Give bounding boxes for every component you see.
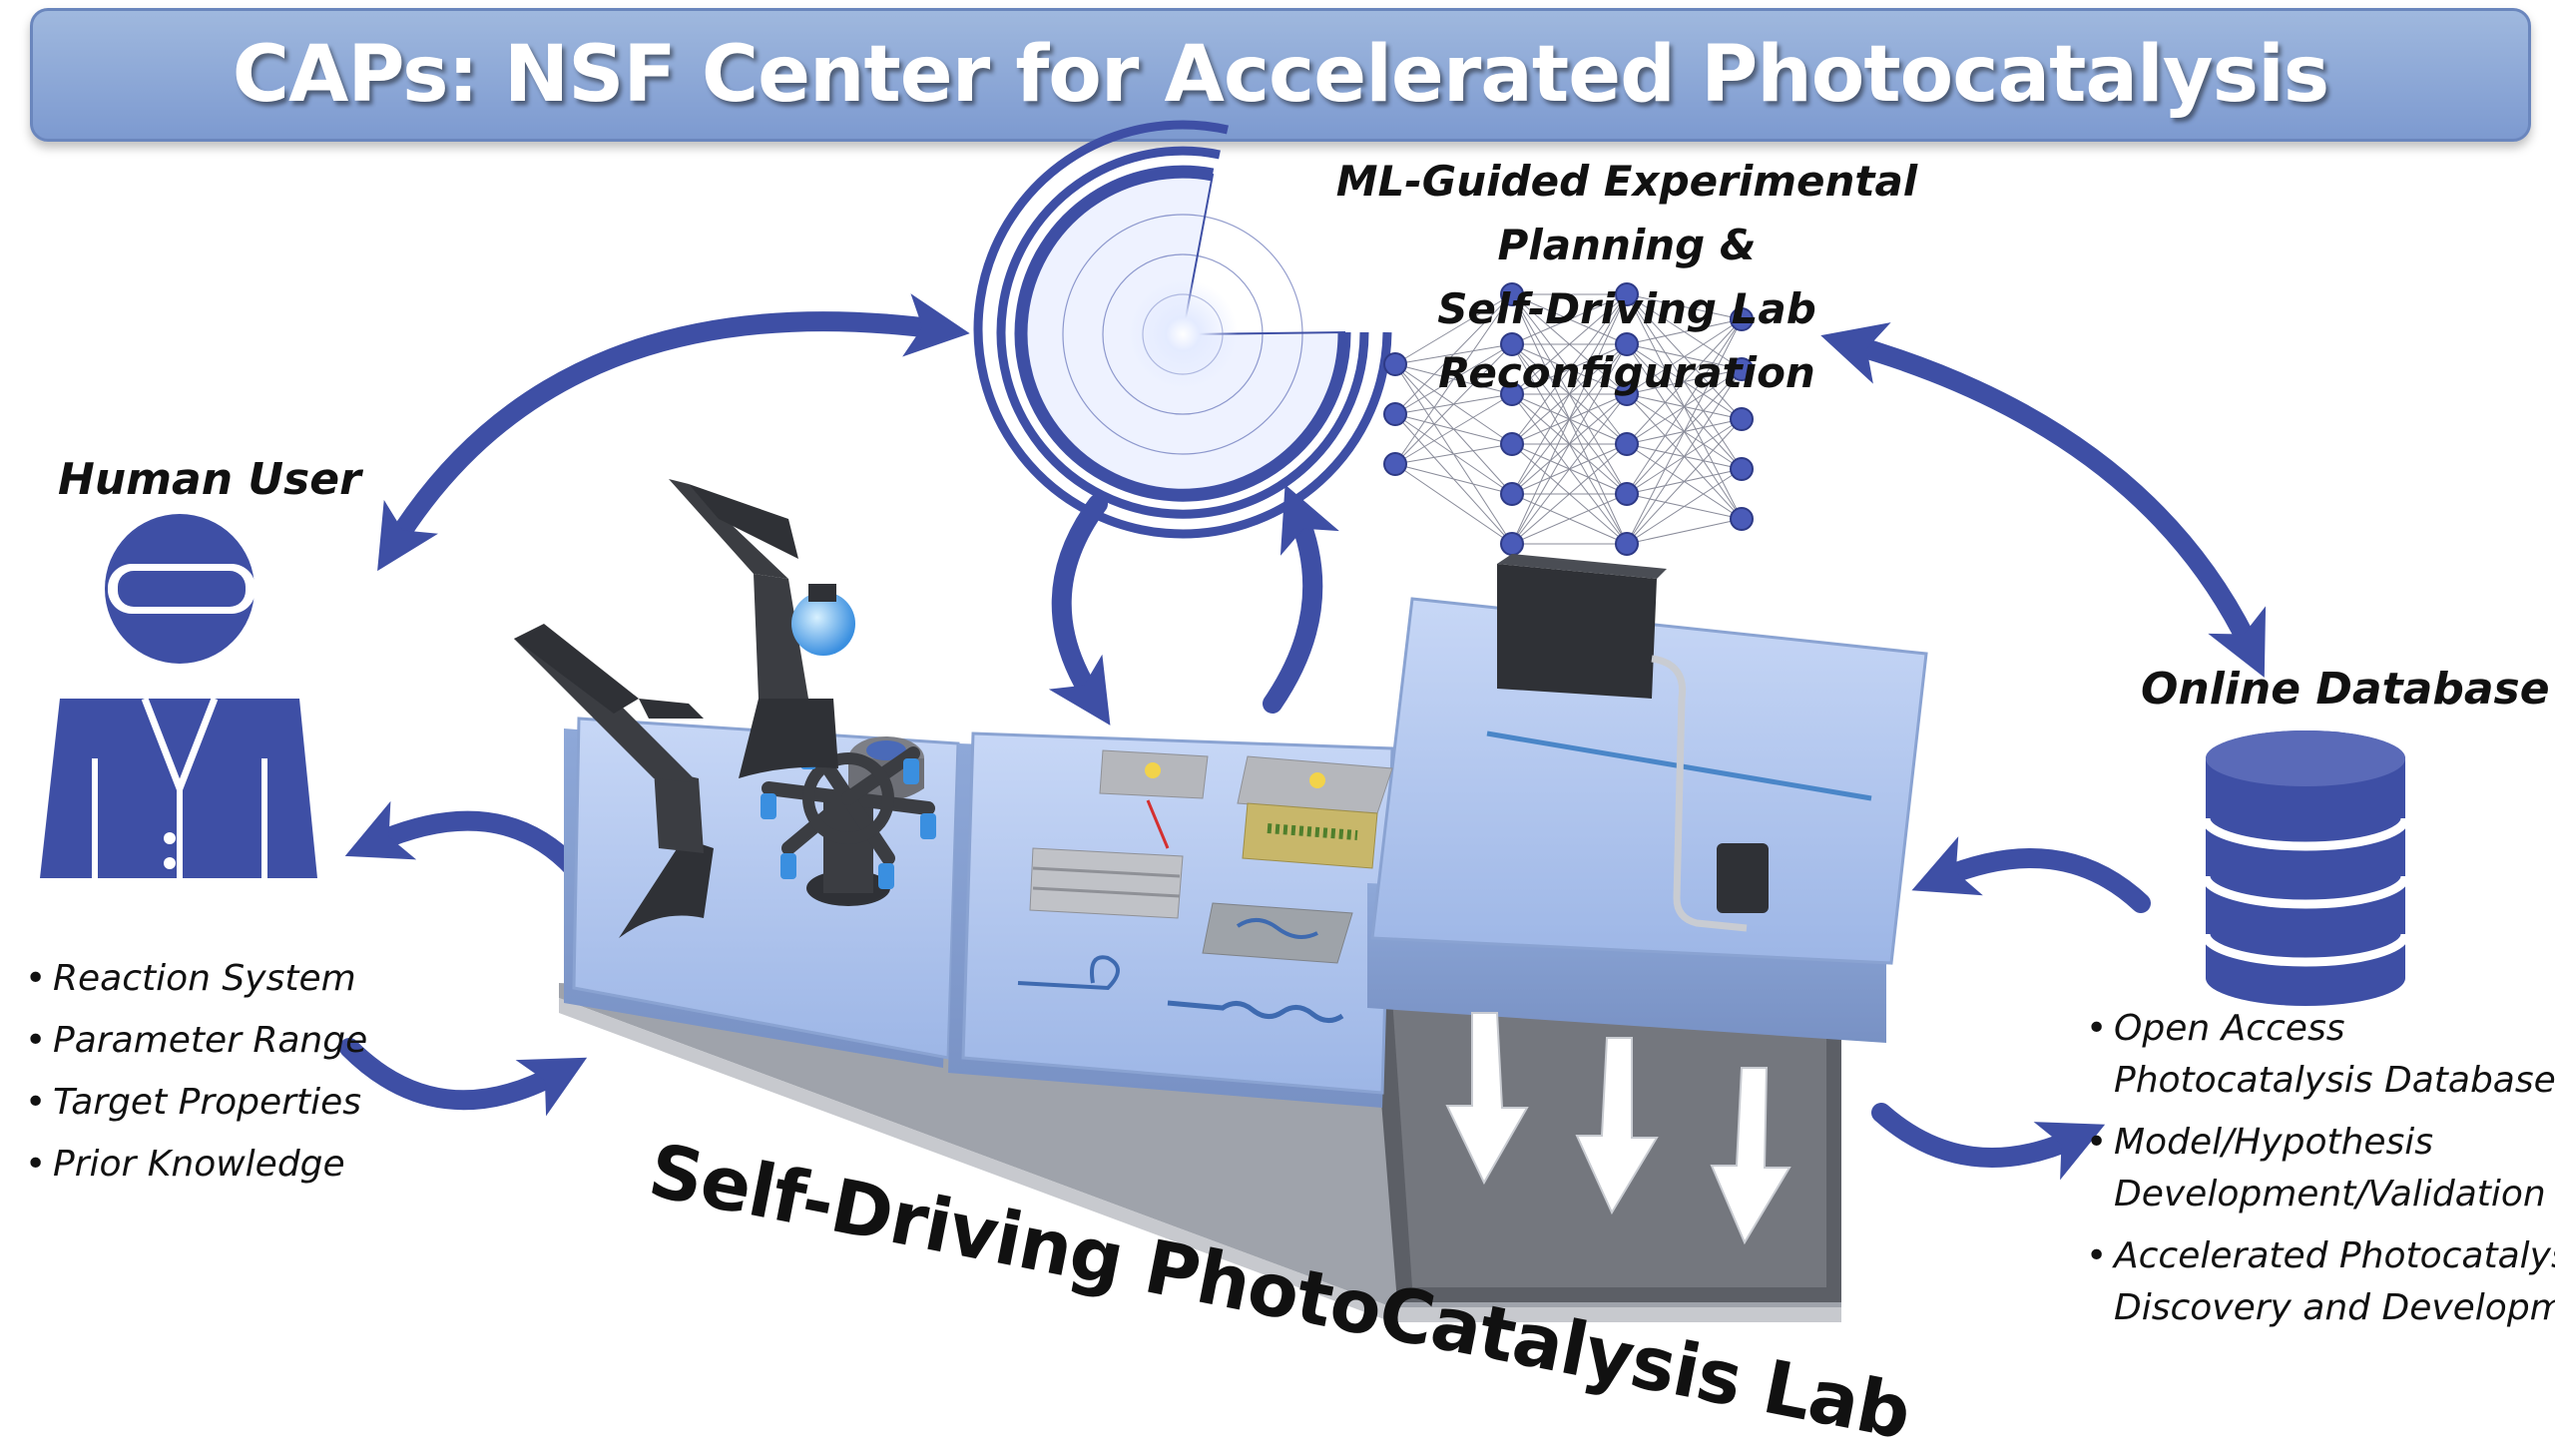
online-database-heading: Online Database: [2141, 664, 2550, 715]
online-database-list: Open Access Photocatalysis Database Mode…: [2086, 1003, 2555, 1344]
title-rest: NSF Center for Accelerated Photocatalysi…: [477, 30, 2329, 120]
photoreactor-modules: [1017, 749, 1393, 1023]
network-edge: [1511, 293, 1628, 345]
human-user-icon: [40, 514, 317, 878]
network-node: [1730, 307, 1754, 331]
network-edge: [1626, 318, 1743, 445]
network-edge: [1511, 293, 1628, 545]
neural-network-graphic: [1394, 293, 1743, 545]
network-node: [1615, 382, 1639, 406]
title-banner: CAPs: NSF Center for Accelerated Photoca…: [30, 8, 2531, 142]
network-node: [1500, 282, 1524, 306]
network-node: [1500, 432, 1524, 456]
ml-planning-line2: Self-Driving Lab Reconfiguration: [1437, 284, 1816, 397]
network-node: [1500, 482, 1524, 506]
network-node: [1615, 432, 1639, 456]
robot-arms: [514, 479, 936, 938]
network-edge: [1394, 463, 1513, 545]
network-edge: [1511, 293, 1628, 495]
network-node: [1500, 532, 1524, 556]
page-title: CAPs: NSF Center for Accelerated Photoca…: [232, 30, 2329, 120]
network-edge: [1626, 368, 1743, 545]
network-node: [1383, 402, 1407, 426]
network-edge: [1626, 518, 1743, 545]
diagram-illustration: [40, 120, 2410, 1322]
network-node: [1383, 352, 1407, 376]
network-edge: [1394, 343, 1513, 465]
network-edge: [1394, 293, 1513, 465]
network-edge: [1626, 318, 1743, 395]
database-icon: [2201, 730, 2410, 1006]
list-item: Open Access Photocatalysis Database: [2086, 1003, 2555, 1107]
title-prefix: CAPs:: [232, 30, 479, 120]
ml-planning-heading: ML-Guided Experimental Planning & Self-D…: [1268, 150, 1986, 405]
polar-grid-graphic: [973, 120, 1392, 539]
network-edge: [1511, 343, 1628, 545]
list-item: Prior Knowledge: [25, 1134, 367, 1196]
network-edge: [1626, 318, 1743, 545]
flow-arrows: [339, 293, 2267, 1181]
network-edge: [1511, 293, 1628, 395]
network-edge: [1626, 418, 1743, 545]
network-edge: [1626, 318, 1743, 345]
lab-platform: [514, 479, 1928, 1322]
network-node: [1500, 382, 1524, 406]
network-node: [1500, 332, 1524, 356]
human-user-heading: Human User: [58, 454, 361, 505]
network-edge: [1626, 318, 1743, 495]
network-node: [1730, 507, 1754, 531]
list-item: Target Properties: [25, 1072, 367, 1134]
network-edge: [1394, 393, 1513, 465]
network-edge: [1511, 393, 1628, 545]
human-user-inputs-list: Reaction System Parameter Range Target P…: [25, 948, 367, 1196]
network-node: [1730, 357, 1754, 381]
network-edge: [1626, 293, 1743, 320]
list-item: Accelerated Photocatalyst Discovery and …: [2086, 1230, 2555, 1334]
network-edge: [1511, 293, 1628, 445]
network-edge: [1394, 463, 1513, 495]
network-edge: [1511, 443, 1628, 545]
network-edge: [1394, 443, 1513, 465]
network-node: [1615, 332, 1639, 356]
network-node: [1615, 532, 1639, 556]
network-node: [1615, 282, 1639, 306]
network-node: [1615, 482, 1639, 506]
network-edge: [1511, 493, 1628, 545]
list-item: Reaction System: [25, 948, 367, 1010]
ml-planning-line1: ML-Guided Experimental Planning &: [1335, 157, 1918, 269]
network-edge: [1626, 468, 1743, 545]
neural-network-nodes: [1383, 282, 1754, 556]
network-node: [1383, 452, 1407, 476]
network-node: [1730, 407, 1754, 431]
network-edge: [1394, 293, 1513, 415]
network-node: [1730, 457, 1754, 481]
list-item: Model/Hypothesis Development/Validation: [2086, 1117, 2555, 1220]
list-item: Parameter Range: [25, 1010, 367, 1072]
network-edge: [1394, 293, 1513, 365]
